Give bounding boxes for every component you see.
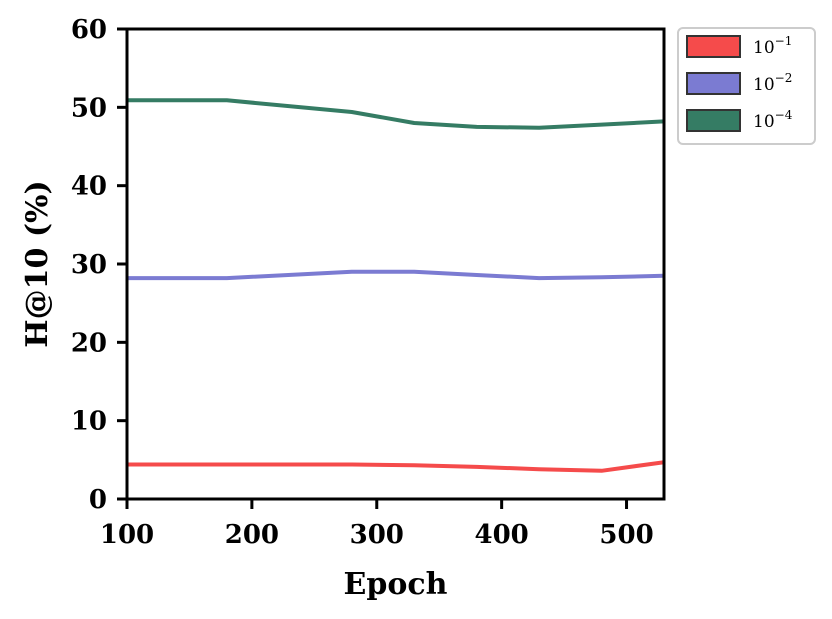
y-tick-label: 20	[71, 328, 107, 358]
series-line-1	[127, 460, 664, 473]
y-tick-label: 50	[71, 93, 107, 123]
y-tick-label: 40	[71, 172, 107, 202]
legend-swatch-2	[686, 72, 741, 95]
y-tick-label: 10	[71, 407, 107, 437]
series-line-3	[127, 98, 664, 130]
series-lines	[127, 98, 664, 473]
legend-label-1: 10−1	[753, 34, 792, 58]
x-tick-label: 300	[350, 520, 404, 550]
x-tick-label: 100	[100, 520, 154, 550]
series-line-2	[127, 269, 664, 281]
x-axis: 100 200 300 400 500	[100, 499, 654, 550]
legend-label-3: 10−4	[753, 108, 793, 132]
x-tick-label: 400	[475, 520, 529, 550]
y-axis-title: H@10 (%)	[20, 180, 55, 347]
legend-label-2: 10−2	[753, 71, 792, 95]
x-tick-label: 500	[599, 520, 653, 550]
legend-swatch-3	[686, 109, 741, 132]
legend: 10−1 10−2 10−4	[677, 27, 816, 145]
x-axis-title: Epoch	[344, 567, 448, 602]
x-tick-label: 200	[225, 520, 279, 550]
y-axis: 0 10 20 30 40 50 60	[71, 15, 127, 515]
y-tick-label: 0	[89, 485, 107, 515]
legend-swatch-1	[686, 35, 741, 58]
y-tick-label: 30	[71, 250, 107, 280]
y-tick-label: 60	[71, 15, 107, 45]
